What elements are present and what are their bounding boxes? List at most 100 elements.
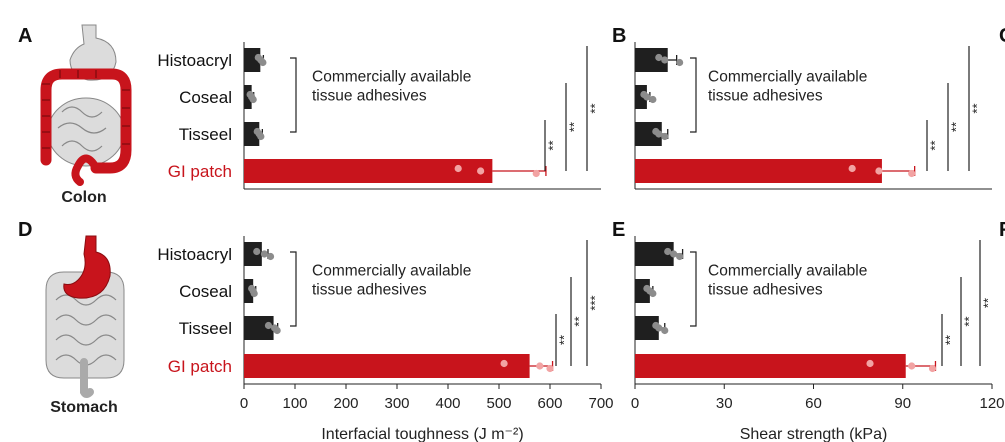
panel-b-bar (635, 85, 647, 109)
panel-e-data-point (928, 364, 937, 373)
panel-d-data-point (500, 359, 508, 368)
panel-b-data-point (848, 164, 856, 173)
panel-d-bar (244, 354, 530, 378)
panel-d-data-point (536, 362, 544, 370)
panel-e-note-line-2: tissue adhesives (708, 282, 823, 299)
panel-e-x-axis-label: Shear strength (kPa) (740, 426, 888, 442)
panel-b-data-point (908, 169, 916, 178)
panel-d-category-label: Tisseel (179, 319, 232, 338)
panel-d-category-label: GI patch (168, 357, 232, 376)
panel-a-significance-marker: ** (545, 140, 560, 150)
panel-letter-f-partial: F (999, 219, 1005, 241)
organ-label-colon: Colon (61, 189, 106, 206)
panel-a-category-label: GI patch (168, 162, 232, 181)
panel-e-x-tick-label: 30 (716, 395, 733, 412)
panel-e-group-bracket (690, 251, 697, 327)
panel-a-bar (244, 122, 260, 146)
panel-d-x-tick-label: 600 (537, 395, 562, 412)
panel-e-x-tick-label: 0 (631, 395, 639, 412)
panel-b-data-point (655, 53, 663, 62)
panel-b-significance-marker: ** (969, 103, 984, 113)
stomach-illustration (45, 235, 125, 398)
panel-e-data-point (649, 289, 657, 298)
panel-d-note-line-2: tissue adhesives (312, 282, 427, 299)
panel-letter-d: D (18, 219, 32, 241)
panel-b-group-bracket (690, 57, 697, 133)
panel-d-data-point (546, 364, 554, 373)
panel-a-note-line-1: Commercially available (312, 69, 471, 86)
panel-a-category-label: Tisseel (179, 125, 232, 144)
panel-e-data-point (676, 252, 684, 261)
panel-a-group-bracket (290, 57, 297, 133)
panel-a-data-point (259, 58, 267, 67)
panel-b-data-point (676, 58, 684, 67)
panel-b-bar (635, 159, 882, 183)
panel-e-significance-marker: ** (961, 316, 976, 326)
panel-e-bar (635, 316, 659, 340)
panel-b-data-point (875, 167, 883, 175)
panel-e-significance-marker: ** (942, 335, 957, 345)
panel-d-x-tick-label: 0 (240, 395, 248, 412)
panel-d-significance-marker: ** (571, 316, 586, 326)
panel-d-data-point (253, 247, 261, 256)
panel-b-data-point (655, 130, 663, 138)
panel-a-bar (244, 48, 261, 72)
panel-a-data-point (454, 164, 462, 173)
panel-a-data-point (532, 169, 540, 178)
panel-e-data-point (908, 362, 916, 370)
panel-d-category-label: Coseal (179, 282, 232, 301)
panel-letter-b: B (612, 25, 626, 47)
panel-e-bar (635, 354, 906, 378)
panel-e-x-tick-label: 120 (979, 395, 1004, 412)
panel-b-data-point (649, 95, 657, 104)
panel-d-x-tick-label: 500 (486, 395, 511, 412)
panel-e-x-tick-label: 60 (805, 395, 822, 412)
panel-e-data-point (655, 324, 663, 332)
panel-a-note-line-2: tissue adhesives (312, 88, 427, 105)
chart-a-colon-interfacial-toughness: Histoacryl Coseal Tisseel GI patch Commercia… (157, 42, 602, 190)
panel-letter-a: A (18, 25, 32, 47)
panel-b-note-line-2: tissue adhesives (708, 88, 823, 105)
panel-e-data-point (866, 359, 874, 368)
panel-b-data-point (643, 93, 651, 101)
panel-d-x-tick-label: 400 (435, 395, 460, 412)
panel-a-category-label: Histoacryl (157, 51, 232, 70)
panel-letter-e: E (612, 219, 625, 241)
panel-d-x-axis-label: Interfacial toughness (J m⁻²) (321, 426, 523, 442)
panel-d-data-point (260, 250, 268, 258)
panel-e-data-point (664, 247, 672, 256)
panel-d-x-tick-label: 200 (333, 395, 358, 412)
panel-letter-c-partial: C (999, 25, 1005, 47)
panel-e-data-point (670, 250, 678, 258)
panel-a-data-point (257, 132, 265, 141)
panel-d-bar (244, 279, 254, 303)
panel-e-x-tick-label: 90 (894, 395, 911, 412)
panel-d-note-line-1: Commercially available (312, 263, 471, 280)
panel-d-data-point (273, 326, 281, 335)
panel-a-data-point (477, 167, 485, 175)
organ-label-stomach: Stomach (50, 399, 118, 416)
panel-b-note-line-1: Commercially available (708, 69, 867, 86)
chart-e-stomach-shear-strength: 0 30 60 90 120 Shear strength (kPa) Commercial… (631, 236, 1005, 442)
panel-a-data-point (249, 95, 257, 104)
panel-a-category-label: Coseal (179, 88, 232, 107)
panel-a-bar (244, 159, 493, 183)
colon-illustration (40, 24, 132, 186)
chart-d-stomach-interfacial-toughness: 0 100 200 300 400 500 600 700 Interfacial toughn… (157, 236, 614, 442)
panel-d-data-point (264, 321, 273, 330)
panel-b-data-point (661, 132, 669, 141)
panel-e-significance-marker: ** (980, 298, 995, 308)
panel-e-note-line-1: Commercially available (708, 263, 867, 280)
chart-b-colon-shear-strength: Commercially available tissue adhesives **… (634, 42, 992, 190)
panel-a-significance-marker: ** (566, 122, 581, 132)
panel-d-x-tick-label: 100 (282, 395, 307, 412)
panel-d-category-label: Histoacryl (157, 245, 232, 264)
panel-d-group-bracket (290, 251, 297, 327)
panel-d-x-tick-label: 300 (384, 395, 409, 412)
panel-b-significance-marker: ** (948, 122, 963, 132)
panel-d-x-tick-label: 700 (588, 395, 613, 412)
panel-e-data-point (661, 326, 669, 335)
panel-d-significance-marker: ** (556, 335, 571, 345)
panel-a-significance-marker: ** (587, 103, 602, 113)
